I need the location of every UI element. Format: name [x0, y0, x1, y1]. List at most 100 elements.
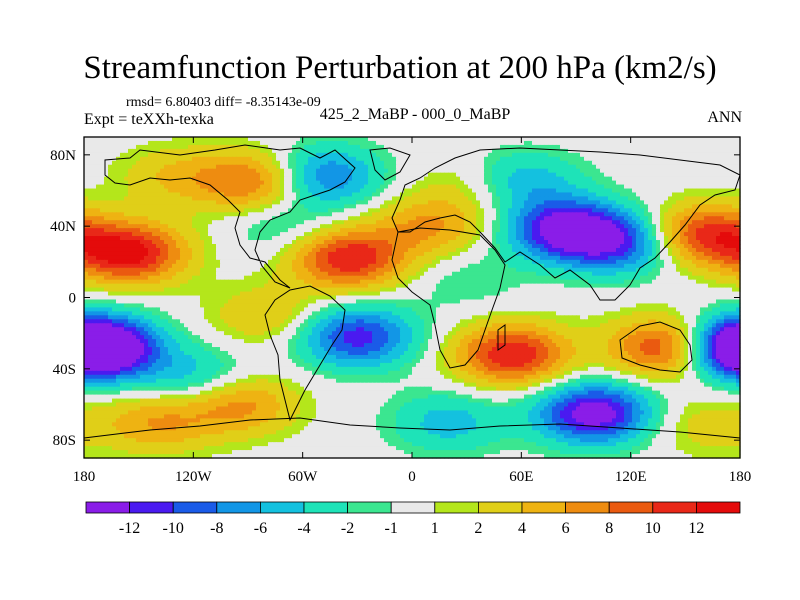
- contour-cell: [476, 144, 481, 150]
- contour-cell: [156, 152, 161, 158]
- contour-cell: [196, 144, 201, 150]
- contour-cell: [484, 164, 489, 170]
- contour-cell: [652, 204, 657, 209]
- contour-cell: [172, 204, 177, 209]
- contour-cell: [344, 152, 349, 158]
- contour-cell: [240, 137, 245, 142]
- contour-cell: [120, 172, 125, 178]
- contour-cell: [288, 228, 293, 233]
- contour-cell: [544, 220, 549, 225]
- contour-cell: [376, 224, 381, 229]
- contour-cell: [224, 156, 229, 162]
- contour-cell: [188, 180, 193, 186]
- contour-cell: [144, 247, 149, 253]
- contour-cell: [292, 236, 297, 241]
- contour-cell: [508, 164, 513, 170]
- contour-cell: [236, 240, 241, 245]
- contour-cell: [500, 192, 505, 198]
- contour-cell: [340, 251, 345, 257]
- contour-cell: [484, 172, 489, 178]
- contour-cell: [108, 244, 113, 249]
- contour-cell: [584, 196, 589, 201]
- contour-cell: [564, 220, 569, 225]
- contour-cell: [400, 192, 405, 198]
- contour-cell: [384, 148, 389, 154]
- contour-cell: [264, 208, 269, 213]
- contour-cell: [408, 240, 413, 245]
- contour-cell: [480, 156, 485, 162]
- contour-cell: [532, 172, 537, 178]
- contour-cell: [528, 208, 533, 213]
- contour-cell: [256, 140, 261, 146]
- contour-cell: [216, 240, 221, 245]
- contour-cell: [384, 251, 389, 257]
- contour-cell: [588, 208, 593, 213]
- contour-cell: [688, 180, 693, 186]
- contour-cell: [472, 176, 477, 182]
- contour-cell: [116, 180, 121, 186]
- contour-cell: [220, 251, 225, 257]
- contour-cell: [300, 184, 305, 190]
- contour-cell: [492, 172, 497, 178]
- contour-cell: [412, 156, 417, 162]
- contour-cell: [164, 192, 169, 198]
- contour-cell: [448, 240, 453, 245]
- contour-cell: [596, 148, 601, 154]
- contour-cell: [336, 164, 341, 170]
- contour-cell: [388, 168, 393, 174]
- contour-cell: [696, 212, 701, 217]
- contour-cell: [548, 172, 553, 178]
- contour-cell: [332, 251, 337, 257]
- contour-cell: [644, 152, 649, 158]
- contour-cell: [328, 160, 333, 166]
- contour-cell: [316, 247, 321, 253]
- contour-cell: [624, 184, 629, 190]
- contour-cell: [288, 164, 293, 170]
- contour-cell: [644, 148, 649, 154]
- contour-cell: [472, 188, 477, 194]
- contour-cell: [664, 152, 669, 158]
- contour-cell: [564, 168, 569, 174]
- contour-cell: [704, 172, 709, 178]
- contour-cell: [484, 156, 489, 162]
- contour-cell: [392, 208, 397, 213]
- contour-cell: [348, 160, 353, 166]
- contour-cell: [720, 188, 725, 194]
- contour-cell: [600, 244, 605, 249]
- contour-cell: [696, 156, 701, 162]
- contour-cell: [140, 240, 145, 245]
- contour-cell: [360, 228, 365, 233]
- contour-cell: [676, 192, 681, 198]
- contour-cell: [688, 156, 693, 162]
- contour-cell: [184, 200, 189, 205]
- contour-cell: [284, 204, 289, 209]
- contour-cell: [468, 196, 473, 201]
- contour-cell: [636, 172, 641, 178]
- contour-cell: [708, 240, 713, 245]
- contour-cell: [176, 200, 181, 205]
- contour-cell: [180, 224, 185, 229]
- contour-cell: [244, 188, 249, 194]
- contour-cell: [212, 247, 217, 253]
- contour-cell: [632, 160, 637, 166]
- contour-cell: [396, 168, 401, 174]
- contour-cell: [420, 172, 425, 178]
- contour-cell: [320, 140, 325, 146]
- contour-cell: [264, 192, 269, 198]
- contour-cell: [592, 160, 597, 166]
- contour-cell: [520, 232, 525, 237]
- contour-cell: [568, 172, 573, 178]
- contour-cell: [256, 188, 261, 194]
- contour-cell: [244, 137, 249, 142]
- contour-cell: [140, 208, 145, 213]
- contour-cell: [408, 196, 413, 201]
- contour-cell: [416, 236, 421, 241]
- contour-cell: [244, 220, 249, 225]
- contour-cell: [452, 204, 457, 209]
- contour-cell: [632, 137, 637, 142]
- contour-cell: [200, 216, 205, 221]
- contour-cell: [472, 164, 477, 170]
- contour-cell: [528, 140, 533, 146]
- contour-cell: [268, 160, 273, 166]
- contour-cell: [88, 196, 93, 201]
